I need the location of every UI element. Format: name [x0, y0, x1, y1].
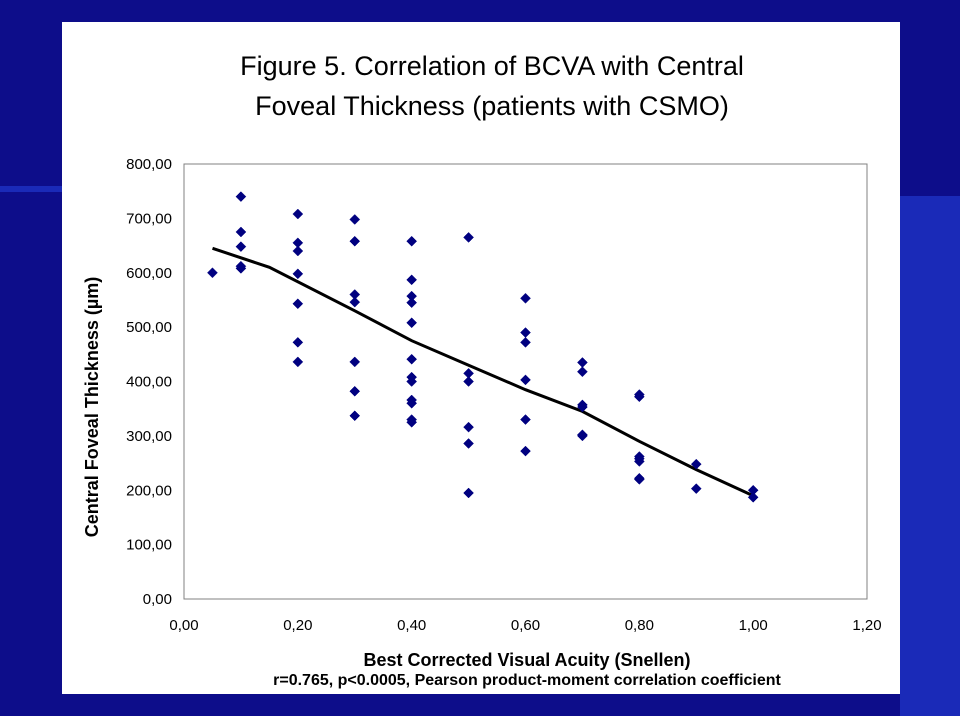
x-axis-title: Best Corrected Visual Acuity (Snellen) [363, 650, 690, 670]
data-point [633, 456, 645, 467]
y-tick-label: 500,00 [126, 319, 172, 336]
data-point [292, 336, 304, 348]
x-tick-label: 1,20 [852, 617, 881, 634]
data-point [690, 483, 702, 494]
data-point [292, 245, 304, 257]
data-point [577, 401, 588, 413]
data-point [520, 327, 531, 338]
data-point [235, 263, 247, 274]
data-point [235, 241, 247, 253]
x-tick-label: 0,40 [397, 617, 426, 634]
background-stripe-right [900, 196, 960, 716]
y-tick-label: 0,00 [143, 591, 172, 608]
data-point [292, 268, 304, 280]
y-axis-title: Central Foveal Thickness (µm) [82, 277, 102, 537]
correlation-note: r=0.765, p<0.0005, Pearson product-momen… [273, 672, 781, 689]
data-point [406, 353, 418, 365]
data-point [292, 356, 304, 368]
background-stripe-top [0, 186, 62, 192]
data-point [463, 487, 474, 499]
data-point [235, 226, 247, 238]
x-tick-label: 0,00 [169, 617, 198, 634]
data-point [690, 458, 702, 470]
chart-title-line-1: Figure 5. Correlation of BCVA with Centr… [240, 51, 744, 81]
y-tick-label: 400,00 [126, 374, 172, 391]
data-point [463, 232, 474, 243]
scatter-chart: 0,00 100,00 200,00 300,00 400,00 500,00 600,00… [82, 156, 882, 689]
data-point [520, 445, 531, 457]
chart-title: Figure 5. Correlation of BCVA with Centr… [162, 46, 822, 126]
data-point [349, 296, 361, 308]
plot-area [183, 163, 868, 600]
data-point [520, 414, 531, 425]
data-point [463, 376, 474, 387]
data-point [520, 336, 531, 348]
x-tick-label: 0,20 [283, 617, 312, 634]
y-tick-label: 800,00 [126, 156, 172, 173]
y-axis-ticks: 0,00 100,00 200,00 300,00 400,00 500,00 600,00… [126, 156, 172, 608]
y-tick-label: 700,00 [126, 210, 172, 227]
data-point [633, 474, 645, 485]
data-point [463, 438, 474, 449]
x-axis-ticks: 0,00 0,20 0,40 0,60 0,80 1,00 1,20 [169, 617, 881, 634]
data-point [577, 430, 588, 442]
data-point [406, 397, 418, 409]
x-tick-label: 1,00 [739, 617, 768, 634]
data-point [633, 391, 645, 403]
y-tick-label: 100,00 [126, 537, 172, 554]
trend-line [212, 246, 754, 498]
x-tick-label: 0,60 [511, 617, 540, 634]
data-point [235, 191, 247, 202]
data-point [406, 376, 418, 387]
data-point [406, 274, 418, 286]
data-point [349, 385, 361, 397]
data-point [577, 357, 588, 368]
data-point [292, 298, 304, 310]
slide-panel: Figure 5. Correlation of BCVA with Centr… [62, 22, 900, 694]
data-point [577, 366, 588, 378]
data-point [349, 356, 361, 368]
y-tick-label: 200,00 [126, 482, 172, 499]
chart-title-line-2: Foveal Thickness (patients with CSMO) [255, 91, 729, 121]
data-point [207, 267, 218, 279]
data-point [292, 208, 304, 220]
data-point [406, 416, 418, 428]
data-point [349, 410, 361, 422]
data-point [406, 317, 418, 329]
data-point [406, 297, 418, 309]
data-point [463, 421, 474, 433]
data-points [207, 191, 759, 503]
data-point [349, 235, 361, 247]
y-tick-label: 600,00 [126, 265, 172, 282]
data-point [520, 292, 531, 304]
y-tick-label: 300,00 [126, 428, 172, 445]
x-tick-label: 0,80 [625, 617, 654, 634]
data-point [747, 491, 759, 503]
data-point [520, 374, 531, 386]
data-point [349, 214, 361, 225]
data-point [406, 235, 418, 247]
